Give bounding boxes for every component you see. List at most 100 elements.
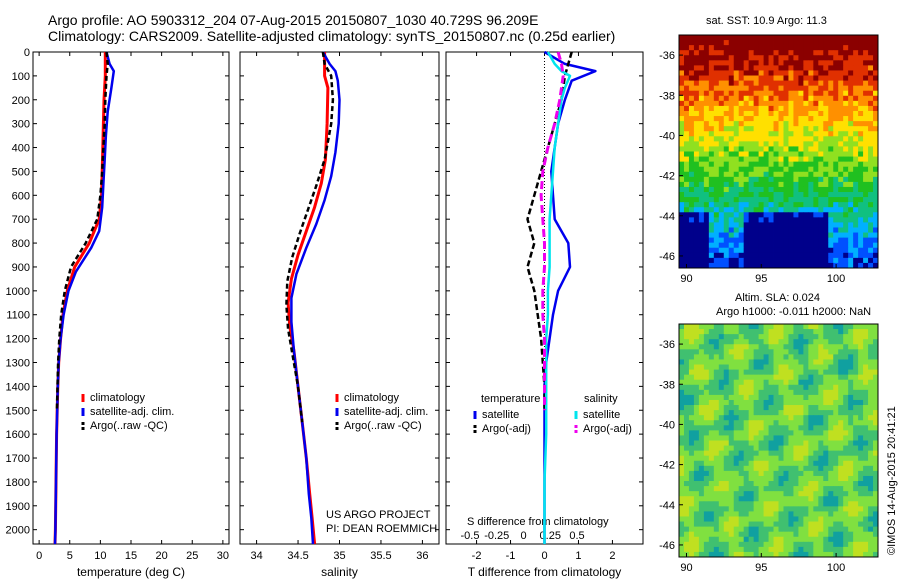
map-cell <box>713 50 720 56</box>
map-cell <box>868 60 874 66</box>
map-cell <box>683 222 690 228</box>
map-cell <box>728 465 735 472</box>
map-cell <box>728 161 735 168</box>
map-cell <box>688 176 695 183</box>
map-cell <box>793 85 799 92</box>
map-cell <box>823 151 829 157</box>
map-cell <box>679 511 685 517</box>
map-cell <box>758 516 764 522</box>
map-cell <box>753 237 760 244</box>
map-cell <box>713 324 720 330</box>
map-cell <box>783 475 789 482</box>
map-cell <box>843 181 849 188</box>
map-cell <box>863 105 869 112</box>
map-cell <box>693 257 700 264</box>
map-cell <box>858 212 864 218</box>
map-cell <box>679 359 685 365</box>
map-cell <box>793 329 799 335</box>
map-cell <box>848 364 854 370</box>
map-cell <box>688 207 695 213</box>
map-cell <box>763 252 769 259</box>
map-cell <box>873 329 879 335</box>
map-cell <box>843 212 849 218</box>
map-cell <box>783 521 789 528</box>
map-cell <box>718 192 725 198</box>
map-cell <box>843 354 849 360</box>
map-cell <box>848 121 854 127</box>
map-cell <box>723 40 730 46</box>
map-cell <box>688 60 695 66</box>
map-cell <box>688 105 695 112</box>
map-cell <box>853 349 859 355</box>
map-cell <box>683 55 690 61</box>
map-cell <box>728 100 735 107</box>
map-cell <box>803 50 809 56</box>
map-y-tick-label: -36 <box>659 339 675 351</box>
map-cell <box>768 171 774 178</box>
map-cell <box>688 354 695 360</box>
map-cell <box>853 110 859 117</box>
map-cell <box>848 334 854 340</box>
map-cell <box>738 40 745 46</box>
map-cell <box>758 40 764 46</box>
map-cell <box>758 116 764 122</box>
map-cell <box>738 105 745 112</box>
map-cell <box>763 45 769 51</box>
map-cell <box>688 50 695 56</box>
map-cell <box>848 511 854 517</box>
map-cell <box>718 222 725 228</box>
map-cell <box>768 186 774 193</box>
map-cell <box>788 232 794 239</box>
map-cell <box>848 405 854 411</box>
map-cell <box>728 420 735 426</box>
map-cell <box>863 359 869 365</box>
map-cell <box>793 460 799 467</box>
map-cell <box>679 217 685 223</box>
map-cell <box>758 455 764 462</box>
map-cell <box>818 192 824 198</box>
map-cell <box>713 242 720 249</box>
map-cell <box>728 110 735 117</box>
map-cell <box>728 389 735 396</box>
map-cell <box>683 141 690 147</box>
map-cell <box>873 45 879 51</box>
map-cell <box>723 506 730 512</box>
map-cell <box>833 95 839 102</box>
map-cell <box>683 374 690 381</box>
map-cell <box>768 207 774 213</box>
map-cell <box>753 364 760 370</box>
map-cell <box>748 501 755 507</box>
map-cell <box>698 85 705 92</box>
map-cell <box>718 511 725 517</box>
map-cell <box>713 399 720 406</box>
map-cell <box>843 151 849 157</box>
map-cell <box>679 425 685 431</box>
map-cell <box>698 475 705 482</box>
map-cell <box>688 415 695 421</box>
map-cell <box>768 151 774 157</box>
map-cell <box>703 410 710 416</box>
map-cell <box>853 166 859 173</box>
map-cell <box>713 237 720 244</box>
map-cell <box>768 379 774 386</box>
map-cell <box>803 237 809 244</box>
map-cell <box>788 536 794 543</box>
map-cell <box>873 257 879 264</box>
map-cell <box>778 85 784 92</box>
map-cell <box>823 475 829 482</box>
map-cell <box>679 379 685 386</box>
map-cell <box>798 156 804 163</box>
map-cell <box>873 501 879 507</box>
map-cell <box>838 192 844 198</box>
map-cell <box>733 465 740 472</box>
map-cell <box>748 55 755 61</box>
map-cell <box>703 475 710 482</box>
map-cell <box>738 227 745 233</box>
map-cell <box>828 399 834 406</box>
map-cell <box>718 460 725 467</box>
map-cell <box>778 90 784 97</box>
map-cell <box>863 95 869 102</box>
map-cell <box>843 450 849 457</box>
map-cell <box>768 430 774 436</box>
map-cell <box>768 35 774 41</box>
